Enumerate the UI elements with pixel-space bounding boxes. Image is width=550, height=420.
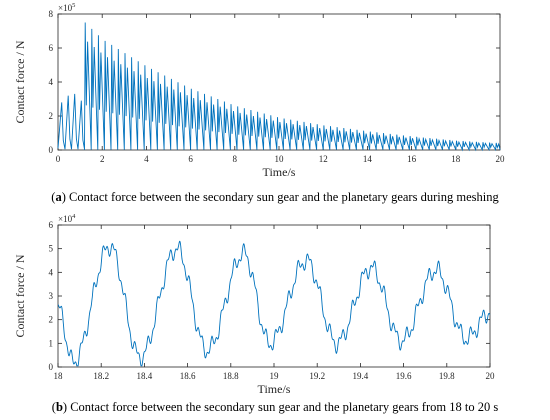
x-tick-label: 18.2 <box>93 371 109 381</box>
y-tick-label: 8 <box>49 9 54 19</box>
plot-area-b <box>57 224 491 368</box>
x-tick-label: 18.4 <box>137 371 153 381</box>
y-exponent-label-a: ×105 <box>58 2 75 13</box>
y-tick-label: 0 <box>49 145 54 155</box>
y-axis-label-a: Contact force / N <box>13 40 27 123</box>
y-tick-label: 0 <box>49 362 54 372</box>
y-tick-label: 3 <box>49 291 54 301</box>
x-tick-label: 16 <box>407 154 417 164</box>
x-tick-label: 19 <box>270 371 280 381</box>
x-tick-label: 19.8 <box>439 371 455 381</box>
x-tick-label: 6 <box>188 154 193 164</box>
y-tick-label: 2 <box>49 315 54 325</box>
x-tick-label: 8 <box>233 154 238 164</box>
x-tick-label: 18.6 <box>180 371 196 381</box>
x-tick-label: 20 <box>496 154 506 164</box>
chart-panel-a: 0 2 4 6 8 0 2 4 6 8 10 12 14 16 18 20 ×105 Contact for… <box>13 2 505 179</box>
x-tick-label: 10 <box>275 154 285 164</box>
series-line-b <box>57 240 491 367</box>
x-tick-label: 19.6 <box>396 371 412 381</box>
x-tick-label: 12 <box>319 154 328 164</box>
x-tick-label: 18 <box>451 154 461 164</box>
y-tick-label: 5 <box>49 244 54 254</box>
x-tick-label: 4 <box>144 154 149 164</box>
x-tick-label: 19.4 <box>353 371 369 381</box>
y-tick-label: 6 <box>49 43 54 53</box>
y-axis-label-b: Contact force / N <box>13 254 27 337</box>
series-line-a <box>57 22 501 152</box>
caption-b: (b) Contact force between the secondary … <box>51 400 499 414</box>
x-tick-label: 2 <box>100 154 105 164</box>
chart-panel-b: 0 1 2 3 4 5 6 18 18.2 18.4 18.6 18.8 19 19.2 19.4 19.6… <box>13 213 495 396</box>
y-ticks-a: 0 2 4 6 8 <box>49 9 500 155</box>
caption-a-text: Contact force between the secondary sun … <box>69 190 499 204</box>
caption-b-label: b <box>55 400 63 414</box>
x-tick-label: 18 <box>54 371 64 381</box>
y-ticks-b: 0 1 2 3 4 5 6 <box>49 220 490 372</box>
x-tick-label: 14 <box>363 154 373 164</box>
y-tick-label: 2 <box>49 111 54 121</box>
x-ticks-b: 18 18.2 18.4 18.6 18.8 19 19.2 19.4 19.6 19.8 20 <box>54 225 496 381</box>
x-axis-label-a: Time/s <box>263 165 296 179</box>
x-tick-label: 19.2 <box>309 371 325 381</box>
y-tick-label: 4 <box>49 77 54 87</box>
caption-a-label: a <box>55 190 62 204</box>
y-tick-label: 1 <box>49 338 54 348</box>
x-ticks-a: 0 2 4 6 8 10 12 14 16 18 20 <box>56 14 505 164</box>
y-tick-label: 6 <box>49 220 54 230</box>
y-tick-label: 4 <box>49 267 54 277</box>
caption-b-text: Contact force between the secondary sun … <box>70 400 499 414</box>
y-exponent-label-b: ×104 <box>58 213 76 224</box>
caption-a: (a) Contact force between the secondary … <box>51 190 499 204</box>
x-tick-label: 0 <box>56 154 61 164</box>
x-tick-label: 18.8 <box>223 371 239 381</box>
x-tick-label: 20 <box>486 371 496 381</box>
x-axis-label-b: Time/s <box>258 382 291 396</box>
